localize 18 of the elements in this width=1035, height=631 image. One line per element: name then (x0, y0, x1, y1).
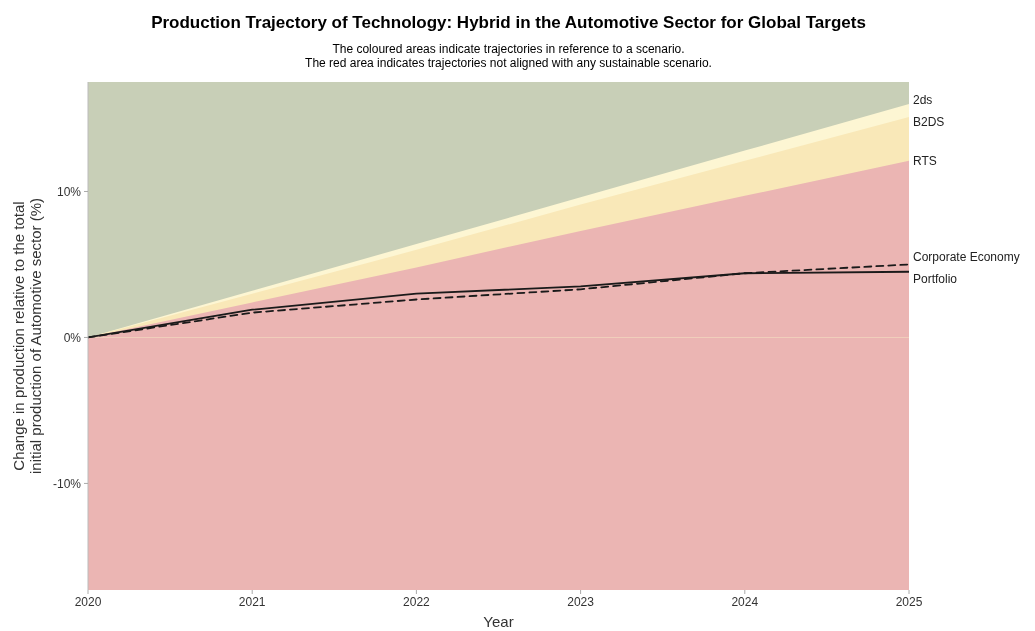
x-tick-label: 2024 (731, 595, 759, 609)
series-label: B2DS (913, 114, 945, 129)
y-tick-label: -10% (52, 476, 82, 491)
x-tick-label: 2022 (403, 595, 431, 609)
series-label: 2ds (913, 92, 933, 107)
y-axis-title: Change in production relative to the total initial production of Automotive sector (%) (10, 198, 44, 474)
y-tick-label: 10% (56, 184, 82, 199)
x-axis-title: Year (483, 613, 514, 630)
x-tick-label: 2023 (567, 595, 595, 609)
x-tick-label: 2025 (895, 595, 923, 609)
series-label: Portfolio (913, 272, 958, 287)
series-label: RTS (913, 154, 937, 169)
chart-subtitle: The coloured areas indicate trajectories in reference to a scenario. The red area indicates trajectories not aligned with any sustainable scenario. (305, 42, 712, 70)
series-label: Corporate Economy (913, 250, 1020, 265)
x-tick-label: 2021 (238, 595, 266, 609)
chart-title: Production Trajectory of Technology: Hybrid in the Automotive Sector for Global Targets (151, 13, 866, 32)
y-tick-label: 0% (63, 330, 82, 345)
x-tick-label: 2020 (74, 595, 102, 609)
